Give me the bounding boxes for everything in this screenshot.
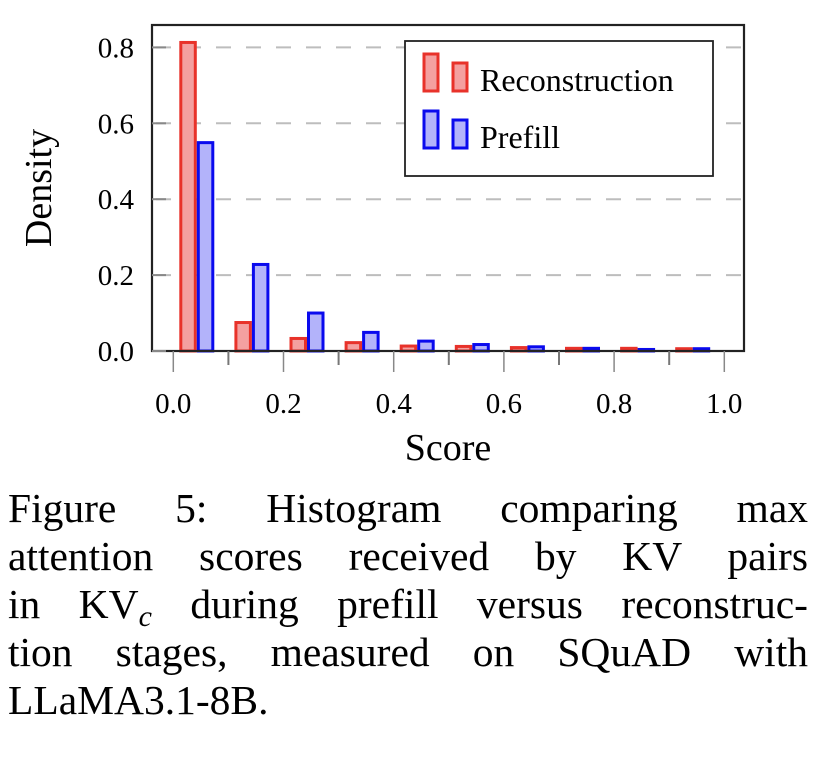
- bar-prefill-0.3: [362, 330, 380, 353]
- bar-prefill-0.0: [196, 141, 215, 353]
- caption-line-3: in KVc during prefill versus reconstruc-: [8, 580, 808, 632]
- bar-prefill-0.1: [251, 262, 270, 353]
- y-tick-label: 0.8: [98, 32, 134, 64]
- caption-kv-subscript: c: [138, 600, 152, 633]
- x-tick-label: 0.8: [596, 388, 632, 420]
- bar-reconstruction-0.0: [179, 40, 197, 353]
- legend-swatch-reconstruction-short: [451, 61, 469, 93]
- bar-reconstruction-0.2: [289, 336, 307, 353]
- figure-caption: Figure 5: Histogram comparing max attent…: [8, 484, 808, 724]
- bar-prefill-0.4: [417, 339, 435, 353]
- legend-label-reconstruction: Reconstruction: [480, 62, 674, 98]
- caption-line-5: LLaMA3.1-8B.: [8, 677, 269, 723]
- x-tick-label: 0.0: [155, 388, 191, 420]
- caption-line-3-rest: during prefill versus reconstruc-: [190, 581, 808, 627]
- bar-prefill-0.2: [307, 311, 325, 353]
- legend-swatch-prefill-tall: [422, 109, 440, 150]
- caption-line-2: attention scores received by KV pairs: [8, 533, 808, 579]
- x-tick-label: 0.4: [376, 388, 413, 420]
- bar-reconstruction-0.3: [344, 341, 363, 353]
- y-tick-label: 0.0: [98, 336, 134, 368]
- legend-label-prefill: Prefill: [480, 119, 560, 155]
- y-ticks: 0.0 0.2 0.4 0.6 0.8: [98, 32, 166, 368]
- bars: [179, 40, 711, 353]
- legend-item-reconstruction: Reconstruction: [422, 52, 674, 98]
- legend-item-prefill: Prefill: [422, 109, 560, 155]
- caption-kv-prefix: in KV: [8, 581, 139, 627]
- histogram-chart: 0.0 0.2 0.4 0.6 0.8 1.0 0.0 0.2 0.4 0.6 0.8 Score…: [18, 23, 746, 469]
- x-ticks: 0.0 0.2 0.4 0.6 0.8 1.0: [155, 351, 742, 420]
- caption-line-4: tion stages, measured on SQuAD with: [8, 629, 808, 675]
- legend-swatch-prefill-short: [451, 118, 469, 150]
- y-axis-label: Density: [18, 129, 60, 247]
- x-tick-label: 0.6: [486, 388, 522, 420]
- y-tick-label: 0.6: [98, 108, 134, 140]
- legend-swatch-reconstruction-tall: [422, 52, 440, 93]
- x-axis-label: Score: [405, 427, 492, 469]
- bar-reconstruction-0.1: [234, 321, 252, 353]
- x-tick-label: 1.0: [706, 388, 742, 420]
- caption-line-1: Figure 5: Histogram comparing max: [8, 485, 808, 531]
- legend: Reconstruction Prefill: [404, 40, 714, 177]
- y-tick-label: 0.4: [98, 184, 135, 216]
- y-tick-label: 0.2: [98, 260, 134, 292]
- x-tick-label: 0.2: [265, 388, 301, 420]
